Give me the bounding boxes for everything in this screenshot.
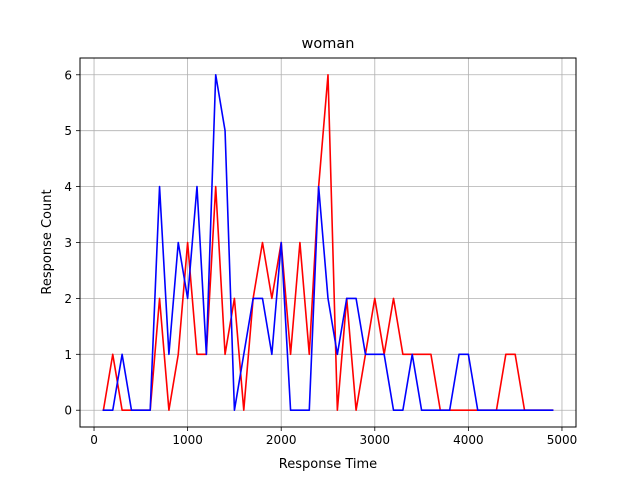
y-tick-label: 1 bbox=[64, 348, 72, 362]
x-tick-label: 2000 bbox=[266, 433, 297, 447]
y-tick-label: 2 bbox=[64, 292, 72, 306]
x-axis-label: Response Time bbox=[279, 457, 377, 472]
x-tick-label: 0 bbox=[90, 433, 98, 447]
series-group bbox=[102, 73, 554, 412]
axis-ticks: 0 1000 2000 3000 4000 5000 0 1 2 3 4 5 6 bbox=[64, 68, 577, 447]
y-axis-label: Response Count bbox=[40, 189, 55, 294]
x-tick-label: 5000 bbox=[547, 433, 578, 447]
y-tick-label: 3 bbox=[64, 236, 72, 250]
y-tick-label: 0 bbox=[64, 404, 72, 418]
y-tick-label: 5 bbox=[64, 124, 72, 138]
x-tick-label: 3000 bbox=[360, 433, 391, 447]
x-tick-label: 4000 bbox=[453, 433, 484, 447]
y-tick-label: 6 bbox=[64, 68, 72, 82]
y-tick-label: 4 bbox=[64, 180, 72, 194]
series-line-2 bbox=[102, 73, 554, 412]
x-tick-label: 1000 bbox=[172, 433, 203, 447]
chart-title: woman bbox=[302, 36, 355, 52]
